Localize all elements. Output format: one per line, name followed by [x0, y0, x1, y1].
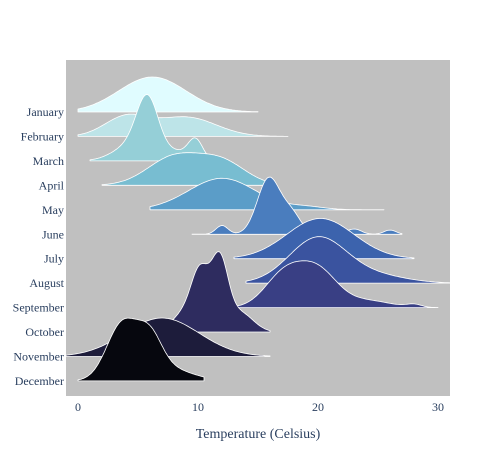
x-tick-label: 20 — [312, 400, 324, 414]
y-tick-label-august: August — [29, 276, 64, 290]
ridge-january — [77, 76, 259, 113]
ridge-april — [101, 152, 271, 186]
y-tick-label-september: September — [13, 301, 64, 315]
y-tick-label-june: June — [42, 227, 64, 241]
y-tick-label-march: March — [33, 154, 64, 168]
x-tick-label: 30 — [432, 400, 444, 414]
x-tick-labels: 0 10 20 30 — [75, 400, 444, 414]
y-tick-label-april: April — [39, 178, 65, 192]
x-tick-label: 10 — [192, 400, 204, 414]
x-axis-title: Temperature (Celsius) — [196, 427, 321, 442]
y-tick-label-may: May — [42, 203, 64, 217]
ridge-june — [191, 176, 403, 235]
y-tick-label-december: December — [15, 374, 64, 388]
y-tick-labels: January February March April May June July Augu… — [13, 105, 65, 388]
y-tick-label-july: July — [44, 252, 64, 266]
ridge-march — [89, 94, 211, 162]
y-tick-label-january: January — [27, 105, 64, 119]
ridge-october — [161, 251, 271, 333]
ridge-december — [77, 317, 205, 382]
y-tick-label-october: October — [25, 325, 64, 339]
y-tick-label-february: February — [21, 129, 64, 143]
ridges-layer — [65, 76, 451, 382]
y-tick-label-november: November — [13, 350, 64, 364]
x-tick-label: 0 — [75, 400, 81, 414]
ridge-september — [233, 260, 439, 308]
